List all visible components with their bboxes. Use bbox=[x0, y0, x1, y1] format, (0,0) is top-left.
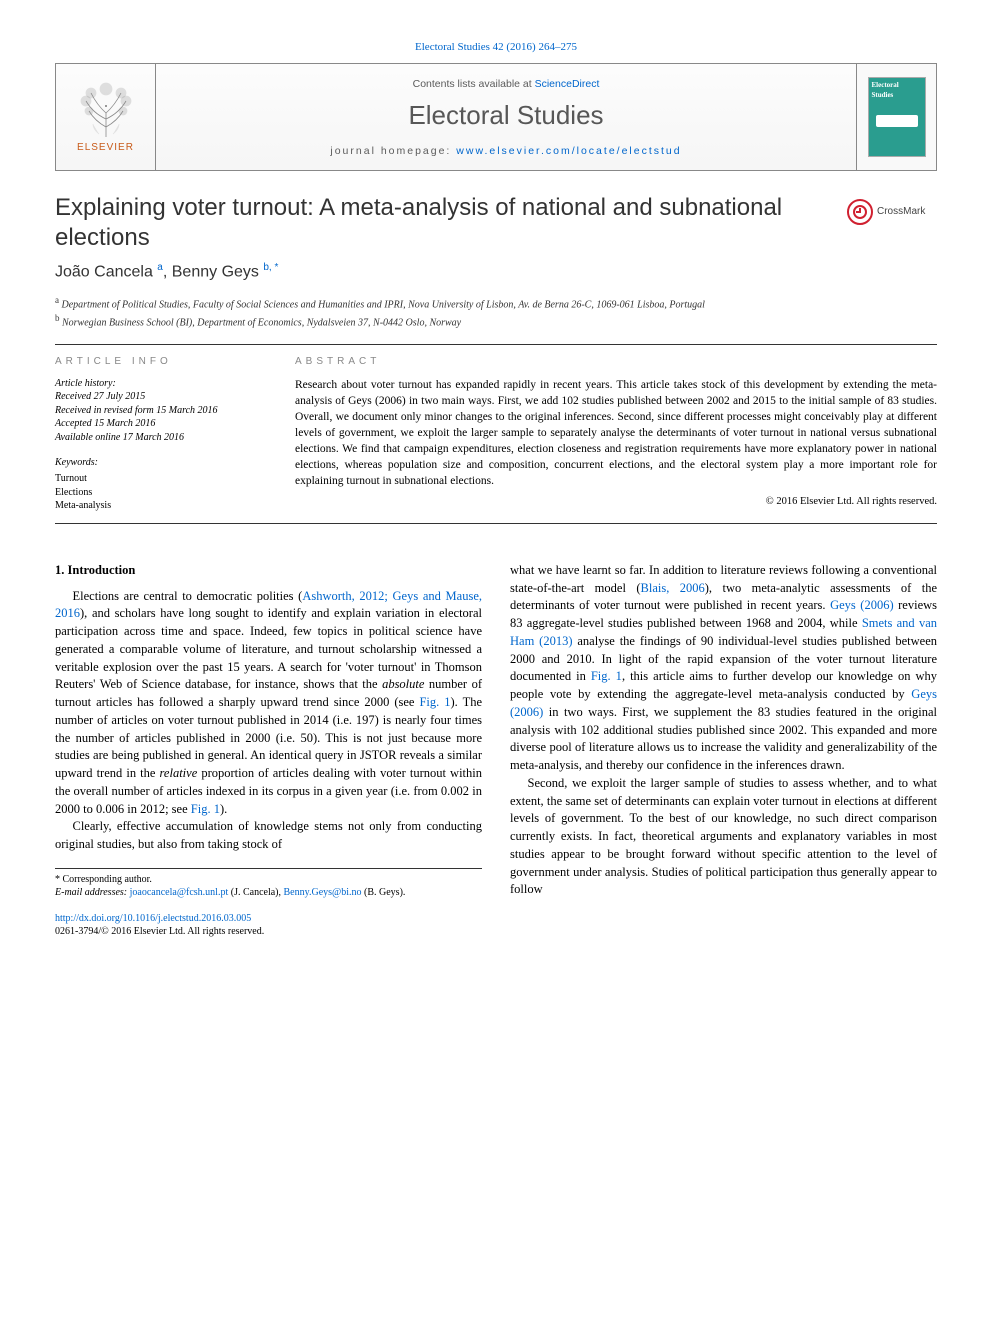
author-2: Benny Geys bbox=[172, 264, 264, 281]
email-link[interactable]: Benny.Geys@bi.no bbox=[284, 887, 362, 898]
issn-copyright: 0261-3794/© 2016 Elsevier Ltd. All right… bbox=[55, 925, 937, 939]
body-columns: 1. Introduction Elections are central to… bbox=[55, 562, 937, 900]
homepage-line: journal homepage: www.elsevier.com/locat… bbox=[156, 144, 856, 159]
journal-header-center: Contents lists available at ScienceDirec… bbox=[156, 77, 856, 159]
email-link[interactable]: joaocancela@fcsh.unl.pt bbox=[130, 887, 229, 898]
divider bbox=[55, 344, 937, 345]
cover-box-icon bbox=[876, 115, 918, 127]
figure-link[interactable]: Fig. 1 bbox=[419, 695, 450, 709]
journal-header: ELSEVIER Contents lists available at Sci… bbox=[55, 63, 937, 171]
crossmark-label: CrossMark bbox=[877, 205, 925, 219]
body-text: Elections are central to democratic poli… bbox=[73, 589, 303, 603]
crossmark-badge[interactable]: CrossMark bbox=[847, 199, 937, 225]
affiliations: a Department of Political Studies, Facul… bbox=[55, 294, 937, 330]
divider bbox=[55, 523, 937, 524]
author-1: João Cancela bbox=[55, 264, 157, 281]
elsevier-wordmark: ELSEVIER bbox=[77, 141, 134, 155]
author-2-affil[interactable]: b, * bbox=[263, 262, 278, 273]
journal-cover: Electoral Studies bbox=[856, 64, 936, 170]
doi-link[interactable]: http://dx.doi.org/10.1016/j.electstud.20… bbox=[55, 913, 251, 924]
email-addresses: E-mail addresses: joaocancela@fcsh.unl.p… bbox=[55, 886, 482, 900]
article-info-block: article info Article history: Received 2… bbox=[55, 355, 255, 513]
article-title: Explaining voter turnout: A meta-analysi… bbox=[55, 193, 835, 253]
figure-link[interactable]: Fig. 1 bbox=[591, 669, 622, 683]
body-text: ). bbox=[220, 802, 227, 816]
body-italic: absolute bbox=[382, 677, 424, 691]
cover-thumbnail: Electoral Studies bbox=[868, 77, 926, 157]
header-citation: Electoral Studies 42 (2016) 264–275 bbox=[55, 40, 937, 55]
history-received: Received 27 July 2015 bbox=[55, 390, 255, 404]
keyword: Meta-analysis bbox=[55, 499, 255, 513]
body-paragraph: what we have learnt so far. In addition … bbox=[510, 562, 937, 775]
body-paragraph: Second, we exploit the larger sample of … bbox=[510, 775, 937, 899]
email-label: E-mail addresses: bbox=[55, 887, 130, 898]
section-1-heading: 1. Introduction bbox=[55, 562, 482, 580]
contents-line: Contents lists available at ScienceDirec… bbox=[156, 77, 856, 92]
affil-a-text: Department of Political Studies, Faculty… bbox=[59, 299, 705, 310]
affiliation-b: b Norwegian Business School (BI), Depart… bbox=[55, 312, 937, 330]
elsevier-tree-icon bbox=[71, 79, 141, 139]
footnote-block: * Corresponding author. E-mail addresses… bbox=[55, 868, 482, 900]
crossmark-icon bbox=[847, 199, 873, 225]
authors: João Cancela a, Benny Geys b, * bbox=[55, 261, 937, 284]
history-revised: Received in revised form 15 March 2016 bbox=[55, 404, 255, 418]
contents-prefix: Contents lists available at bbox=[413, 78, 535, 90]
affiliation-a: a Department of Political Studies, Facul… bbox=[55, 294, 937, 312]
article-info-heading: article info bbox=[55, 355, 255, 369]
keywords-label: Keywords: bbox=[55, 456, 255, 470]
abstract-text: Research about voter turnout has expande… bbox=[295, 377, 937, 490]
email-name: (B. Geys). bbox=[362, 887, 406, 898]
corresponding-author: * Corresponding author. bbox=[55, 873, 482, 887]
sciencedirect-link[interactable]: ScienceDirect bbox=[535, 78, 600, 90]
keyword: Elections bbox=[55, 486, 255, 500]
abstract-block: abstract Research about voter turnout ha… bbox=[295, 355, 937, 513]
footer-bar: http://dx.doi.org/10.1016/j.electstud.20… bbox=[55, 912, 937, 939]
history-label: Article history: bbox=[55, 377, 255, 391]
affil-b-text: Norwegian Business School (BI), Departme… bbox=[60, 317, 462, 328]
elsevier-logo: ELSEVIER bbox=[56, 64, 156, 170]
homepage-link[interactable]: www.elsevier.com/locate/electstud bbox=[456, 145, 681, 157]
body-text: in two ways. First, we supplement the 83… bbox=[510, 705, 937, 772]
cover-title: Electoral Studies bbox=[872, 81, 922, 101]
body-paragraph: Elections are central to democratic poli… bbox=[55, 588, 482, 819]
history-online: Available online 17 March 2016 bbox=[55, 431, 255, 445]
homepage-prefix: journal homepage: bbox=[330, 145, 456, 157]
keyword: Turnout bbox=[55, 472, 255, 486]
article-history: Article history: Received 27 July 2015 R… bbox=[55, 377, 255, 445]
keywords-list: Turnout Elections Meta-analysis bbox=[55, 472, 255, 513]
citation-link[interactable]: Blais, 2006 bbox=[641, 581, 705, 595]
history-accepted: Accepted 15 March 2016 bbox=[55, 417, 255, 431]
figure-link[interactable]: Fig. 1 bbox=[191, 802, 220, 816]
abstract-copyright: © 2016 Elsevier Ltd. All rights reserved… bbox=[295, 495, 937, 510]
citation-link[interactable]: Electoral Studies 42 (2016) 264–275 bbox=[415, 41, 577, 53]
body-paragraph: Clearly, effective accumulation of knowl… bbox=[55, 818, 482, 854]
author-sep: , bbox=[163, 264, 172, 281]
journal-name: Electoral Studies bbox=[156, 97, 856, 133]
citation-link[interactable]: Geys (2006) bbox=[830, 598, 894, 612]
abstract-heading: abstract bbox=[295, 355, 937, 369]
body-italic: relative bbox=[160, 766, 198, 780]
email-name: (J. Cancela), bbox=[228, 887, 283, 898]
